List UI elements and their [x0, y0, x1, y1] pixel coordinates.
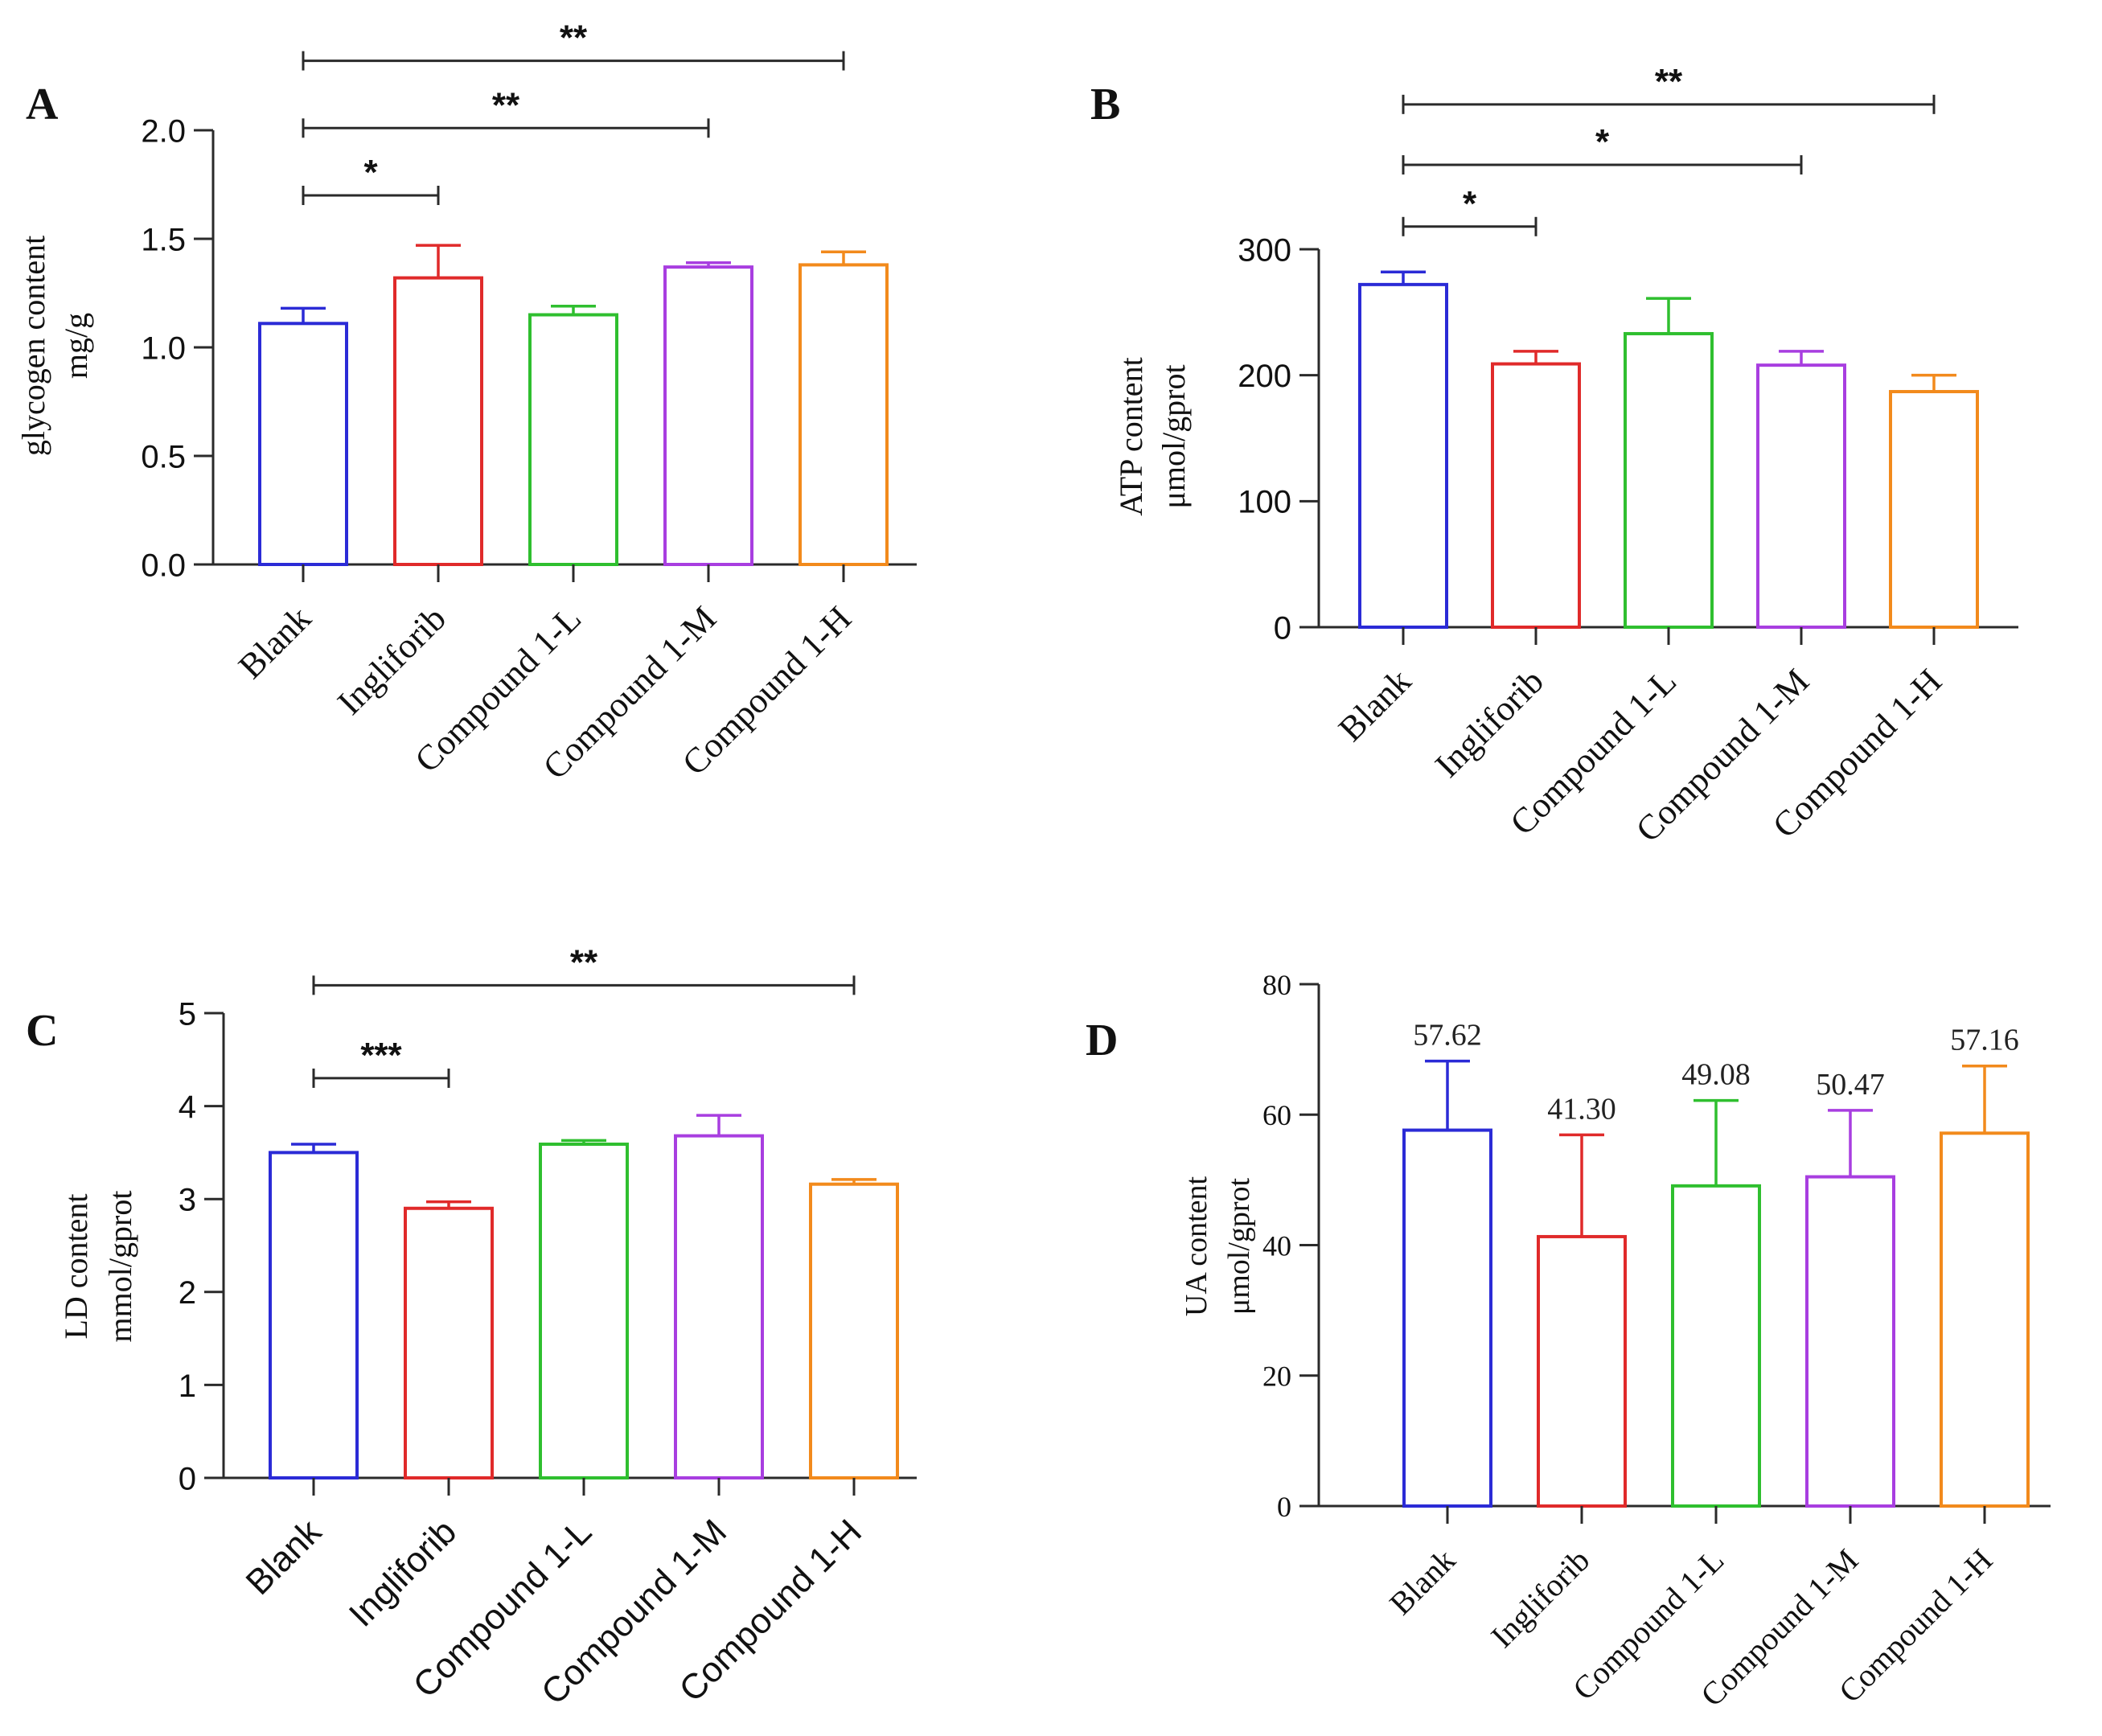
data-label: 57.62 [1413, 1019, 1482, 1053]
x-tick-label: Blank [239, 1512, 330, 1603]
y-tick-label: 60 [1262, 1099, 1291, 1131]
y-tick-label: 2.0 [141, 113, 186, 149]
y-tick-label: 0 [179, 1461, 196, 1496]
data-label: 41.30 [1547, 1092, 1616, 1126]
y-tick-label: 100 [1238, 485, 1291, 520]
bar [393, 276, 483, 566]
y-tick-label: 5 [179, 996, 196, 1032]
y-tick-label: 1.5 [141, 222, 186, 257]
x-tick-label: Ingliforib [1484, 1542, 1596, 1655]
data-label: 49.08 [1681, 1058, 1751, 1092]
y-tick-label: 0 [1274, 610, 1291, 646]
x-tick-label: Blank [1331, 661, 1418, 749]
bar [1940, 1131, 2030, 1508]
bar [528, 313, 618, 566]
y-tick-label: 1 [179, 1369, 196, 1404]
panel-letter: A [26, 80, 59, 129]
significance-label: ** [570, 942, 598, 982]
y-tick-label: 200 [1238, 359, 1291, 394]
y-axis-label: glycogen content [15, 236, 51, 456]
y-tick-label: 4 [179, 1090, 196, 1125]
significance-label: * [1463, 184, 1477, 224]
y-tick-label: 300 [1238, 232, 1291, 268]
significance-label: *** [360, 1036, 402, 1075]
y-tick-label: 3 [179, 1183, 196, 1218]
significance-label: * [363, 153, 378, 192]
panel-c: C 0 1 2 3 4 5 LD content mmol/gprot Blank Inglifor… [26, 942, 917, 1713]
x-tick-label: Ingliforib [1427, 661, 1551, 785]
x-tick-label: Blank [231, 598, 318, 686]
y-axis-label: ATP content [1113, 357, 1149, 515]
y-tick-label: 80 [1262, 969, 1291, 1001]
y-axis-label: LD content [58, 1193, 94, 1339]
y-tick-label: 0.5 [141, 439, 186, 474]
bar [1491, 362, 1581, 629]
bar [258, 322, 348, 566]
panel-b: B 0 100 200 300 ATP content μmol/gprot Blank Ing… [1090, 62, 2018, 850]
y-tick-label: 2 [179, 1275, 196, 1311]
significance-label: ** [560, 18, 588, 58]
significance-label: ** [1655, 62, 1683, 101]
bar [269, 1151, 359, 1480]
y-tick-label: 40 [1262, 1229, 1291, 1262]
bar [404, 1206, 494, 1479]
bar [1805, 1175, 1895, 1508]
y-tick-label: 0.0 [141, 548, 186, 583]
y-axis-label: μmol/gprot [1156, 364, 1192, 508]
bar [1889, 390, 1979, 629]
bar [809, 1182, 899, 1479]
bar [1624, 331, 1714, 629]
x-tick-label: Ingliforib [330, 598, 454, 722]
y-tick-label: 1.0 [141, 330, 186, 366]
panel-letter: B [1090, 80, 1120, 129]
y-axis-label: UA content [1180, 1176, 1213, 1316]
bar [1671, 1184, 1761, 1508]
panel-d: D 0 20 40 60 80 UA content μmol/gprot Blank 57.62… [1086, 969, 2051, 1713]
panel-letter: D [1086, 1016, 1118, 1065]
bar [1358, 282, 1448, 629]
bar [1537, 1234, 1627, 1508]
y-tick-label: 0 [1277, 1491, 1291, 1523]
y-axis-label: mmol/gprot [102, 1191, 138, 1343]
data-label: 57.16 [1950, 1024, 2019, 1057]
bar [663, 265, 753, 566]
panel-letter: C [26, 1006, 58, 1056]
bar [1402, 1128, 1492, 1508]
panel-a: A 0.0 0.5 1.0 1.5 2.0 glycogen content mg/g Blan… [15, 18, 917, 787]
bar [1756, 363, 1846, 629]
bar [674, 1134, 764, 1480]
x-tick-label: Ingliforib [342, 1512, 464, 1634]
y-axis-label: μmol/gprot [1222, 1177, 1256, 1315]
data-label: 50.47 [1816, 1068, 1885, 1102]
significance-label: ** [492, 85, 520, 125]
y-tick-label: 20 [1262, 1360, 1291, 1393]
bar [799, 263, 889, 566]
bar [539, 1142, 629, 1479]
y-axis-label: mg/g [58, 313, 94, 379]
significance-label: * [1595, 122, 1610, 162]
x-tick-label: Blank [1382, 1542, 1462, 1622]
